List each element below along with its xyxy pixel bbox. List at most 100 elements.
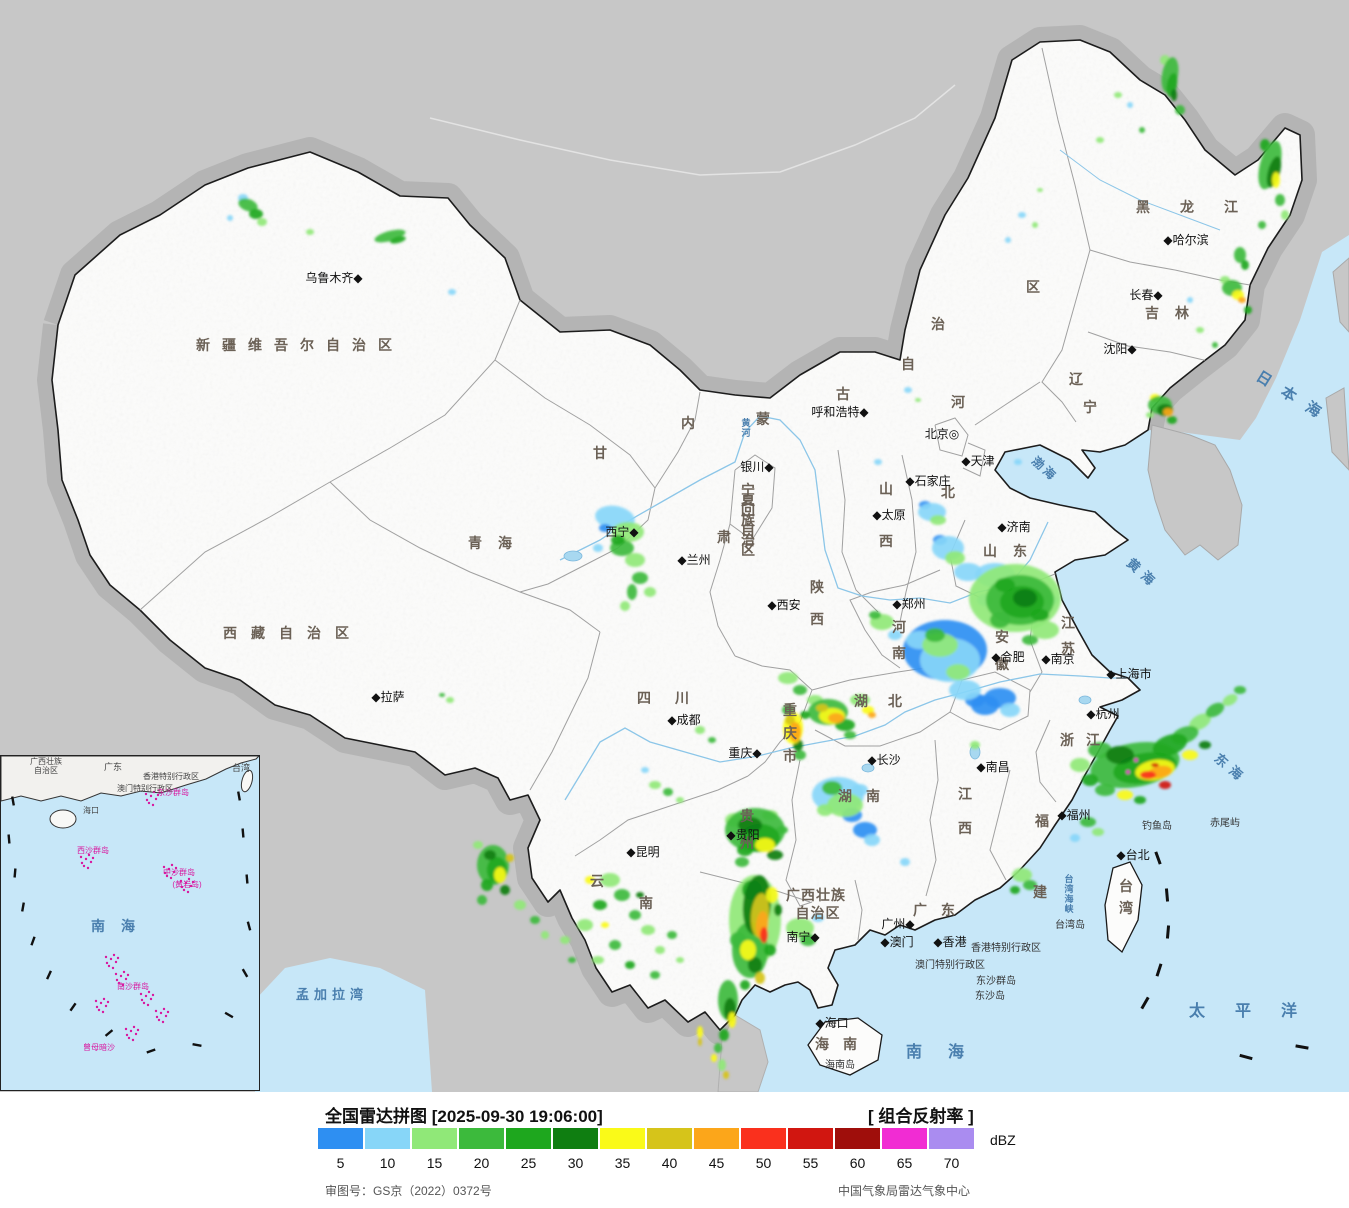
radar-echo bbox=[1159, 781, 1171, 789]
radar-echo bbox=[649, 781, 661, 789]
island-label: 钓鱼岛 bbox=[1142, 819, 1172, 832]
province-label: 陕西 bbox=[810, 579, 824, 627]
island-dot bbox=[189, 884, 193, 888]
island-label: 海南岛 bbox=[825, 1058, 855, 1071]
radar-echo bbox=[1152, 733, 1188, 757]
radar-echo bbox=[1000, 703, 1020, 717]
island-dot bbox=[180, 885, 184, 889]
radar-echo bbox=[800, 934, 816, 946]
island-dot bbox=[142, 1001, 146, 1005]
island-dot bbox=[102, 997, 106, 1001]
radar-echo bbox=[827, 793, 863, 817]
radar-echo bbox=[620, 601, 630, 611]
inset-hainan bbox=[49, 809, 77, 829]
radar-echo bbox=[585, 876, 595, 884]
radar-echo bbox=[494, 867, 506, 883]
boundary-dash bbox=[13, 868, 17, 878]
radar-echo bbox=[625, 961, 635, 969]
island-dot bbox=[191, 880, 195, 884]
island-dot bbox=[147, 801, 151, 805]
radar-echo bbox=[794, 750, 806, 760]
radar-echo bbox=[473, 841, 483, 849]
radar-echo bbox=[925, 628, 945, 642]
inset-label: 澳门特别行政区 bbox=[117, 783, 173, 793]
radar-echo bbox=[789, 722, 801, 742]
legend-step: 15 bbox=[412, 1128, 457, 1171]
island-label: 澳门特别行政区 bbox=[915, 958, 985, 971]
radar-echo bbox=[568, 957, 576, 963]
radar-echo bbox=[1272, 172, 1280, 188]
legend-swatch bbox=[929, 1128, 974, 1149]
legend-swatch bbox=[835, 1128, 880, 1149]
legend-step: 20 bbox=[459, 1128, 504, 1171]
radar-echo bbox=[970, 741, 980, 749]
legend-value: 30 bbox=[567, 1155, 584, 1171]
legend-step: 65 bbox=[882, 1128, 927, 1171]
color-scale: 5 10 15 20 25 30 35 40 45 50 55 60 65 70 bbox=[318, 1128, 974, 1171]
province-label: 山西 bbox=[879, 481, 893, 549]
radar-echo bbox=[601, 922, 609, 928]
radar-echo bbox=[676, 797, 684, 803]
radar-echo bbox=[1127, 102, 1133, 108]
legend-step: 50 bbox=[741, 1128, 786, 1171]
province-label: 河 bbox=[951, 394, 965, 410]
legend-value: 70 bbox=[943, 1155, 960, 1171]
legend-step: 30 bbox=[553, 1128, 598, 1171]
radar-echo bbox=[874, 459, 882, 465]
radar-echo bbox=[599, 524, 611, 532]
radar-echo bbox=[676, 957, 684, 963]
inset-label: 东沙群岛 bbox=[157, 787, 189, 797]
radar-echo bbox=[1018, 212, 1026, 218]
island-dot bbox=[187, 877, 191, 881]
island-dot bbox=[116, 956, 120, 960]
legend-swatch bbox=[506, 1128, 551, 1149]
radar-echo bbox=[609, 940, 621, 950]
radar-echo bbox=[1117, 790, 1133, 800]
radar-echo bbox=[560, 936, 570, 944]
radar-echo bbox=[448, 289, 456, 295]
radar-echo bbox=[868, 712, 876, 718]
radar-echo bbox=[593, 544, 603, 552]
radar-echo bbox=[1281, 210, 1289, 220]
island-label: 东沙岛 bbox=[975, 989, 1005, 1002]
radar-echo bbox=[1187, 297, 1193, 303]
island-dot bbox=[147, 990, 151, 994]
legend-swatch bbox=[553, 1128, 598, 1149]
radar-echo bbox=[728, 1012, 736, 1028]
province-label: 湖北 bbox=[854, 693, 922, 709]
province-label: 内 bbox=[681, 415, 695, 431]
inset-label: 广西壮族 bbox=[30, 756, 62, 766]
radar-echo bbox=[1070, 758, 1090, 772]
radar-echo bbox=[793, 685, 807, 695]
island-dot bbox=[145, 798, 149, 802]
radar-echo bbox=[577, 919, 593, 931]
legend-swatch bbox=[741, 1128, 786, 1149]
radar-echo bbox=[888, 630, 902, 640]
radar-echo bbox=[484, 850, 496, 860]
city-label: ◆合肥 bbox=[991, 649, 1024, 664]
inset-boundary-dashes bbox=[7, 791, 252, 1054]
island-dot bbox=[97, 1008, 101, 1012]
island-dot bbox=[151, 803, 155, 807]
province-label: 山东 bbox=[983, 543, 1043, 559]
radar-echo bbox=[1222, 694, 1238, 706]
radar-echo bbox=[1134, 796, 1146, 804]
radar-echo bbox=[864, 834, 880, 846]
province-label: 建 bbox=[1033, 884, 1047, 900]
radar-echo bbox=[611, 535, 625, 545]
city-label: 呼和浩特◆ bbox=[811, 404, 869, 419]
city-label: ◆兰州 bbox=[677, 553, 710, 567]
island-dot bbox=[149, 794, 153, 798]
city-label: ◆香港 bbox=[933, 935, 966, 949]
radar-echo bbox=[708, 737, 716, 743]
radar-echo bbox=[740, 980, 750, 990]
city-label: ◆拉萨 bbox=[371, 689, 404, 704]
radar-echo bbox=[828, 713, 844, 723]
inset-label: (黄岩岛) bbox=[172, 879, 202, 889]
island-dot bbox=[174, 866, 178, 870]
legend-value: 20 bbox=[473, 1155, 490, 1171]
inset-label: 广东 bbox=[104, 761, 122, 772]
island-dot bbox=[124, 1027, 128, 1031]
mongolia-russia-border bbox=[429, 84, 956, 176]
boundary-dash bbox=[1295, 1044, 1309, 1050]
